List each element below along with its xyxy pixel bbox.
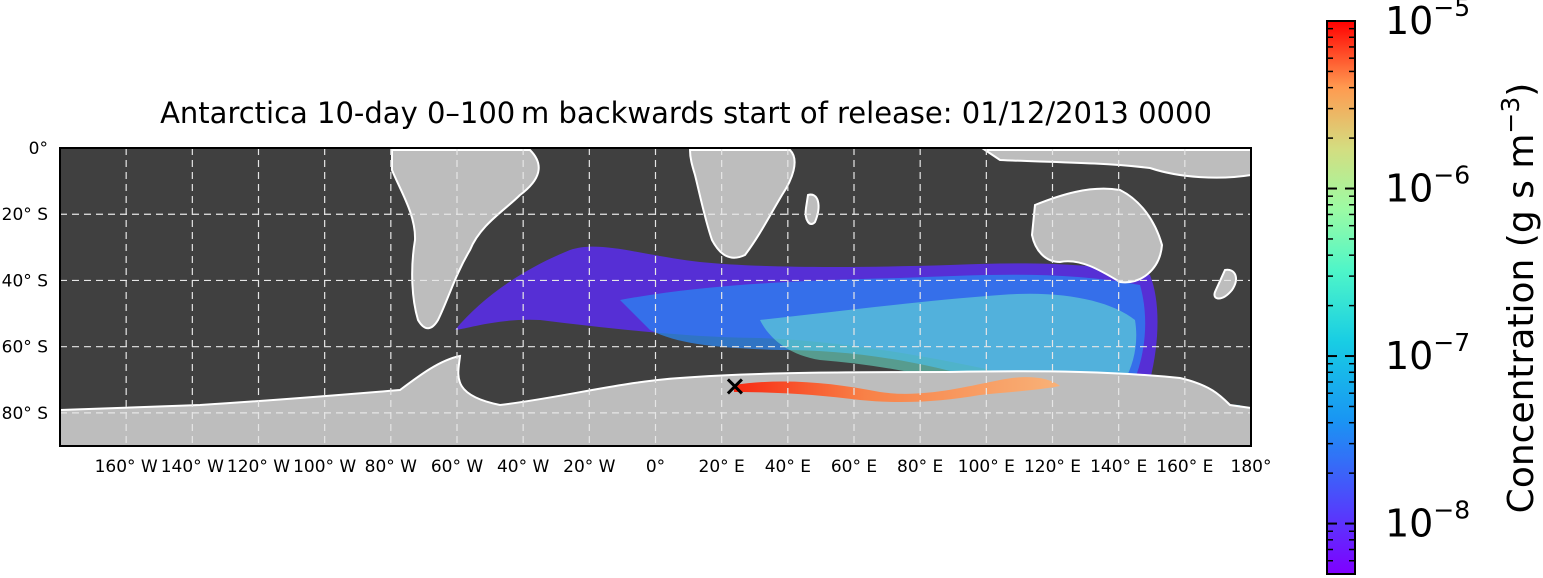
africa	[688, 149, 796, 259]
lon-label: 160° E	[1156, 457, 1213, 477]
asia-north	[981, 149, 1251, 179]
lon-label: 160° W	[95, 457, 158, 477]
lon-label: 120° W	[227, 457, 290, 477]
lon-label: 100° W	[293, 457, 356, 477]
lat-label: 0°	[29, 139, 48, 159]
lon-label: 80° E	[897, 457, 943, 477]
colorbar-ticks: 10−5 10−6 10−7 10−8	[1327, 0, 1470, 546]
release-point-marker	[726, 378, 743, 395]
colorbar-minor-ticks	[1327, 27, 1355, 575]
colorbar-gradient	[1326, 20, 1356, 575]
colorbar: 10−5 10−6 10−7 10−8 Concentration (g s m−3)	[1326, 0, 1542, 575]
lon-label: 40° W	[497, 457, 550, 477]
colorbar-label: Concentration (g s m−3)	[1496, 83, 1542, 514]
lon-label: 140° E	[1090, 457, 1147, 477]
lat-label: 40° S	[2, 271, 48, 291]
lon-label: 20° W	[563, 457, 616, 477]
lon-label: 60° E	[831, 457, 877, 477]
australia	[1030, 187, 1164, 284]
lon-label: 20° E	[699, 457, 745, 477]
lat-label: 20° S	[2, 205, 48, 225]
lon-label: 100° E	[958, 457, 1015, 477]
lon-label: 40° E	[765, 457, 811, 477]
lon-label: 0°	[646, 457, 665, 477]
latitude-labels: 0° 20° S 40° S 60° S 80° S	[2, 139, 48, 424]
longitude-labels: 160° W 140° W 120° W 100° W 80° W 60° W 40° W 2…	[95, 457, 1272, 477]
colorbar-tick-label: 10−8	[1385, 496, 1470, 546]
graticule	[60, 148, 1251, 446]
madagascar	[804, 193, 820, 226]
south-america	[391, 149, 540, 330]
new-zealand	[1213, 268, 1237, 300]
lon-label: 140° W	[161, 457, 224, 477]
colorbar-tick-label: 10−7	[1385, 328, 1470, 378]
map-frame	[59, 147, 1252, 447]
lon-label: 60° W	[431, 457, 484, 477]
map-area	[60, 148, 1251, 446]
lat-label: 60° S	[2, 338, 48, 358]
colorbar-tick-label: 10−6	[1385, 161, 1470, 211]
lat-label: 80° S	[2, 404, 48, 424]
concentration-plume	[734, 377, 1060, 403]
map-title: Antarctica 10-day 0–100 m backwards star…	[160, 96, 1212, 130]
marker-stroke	[726, 378, 743, 395]
lon-label: 80° W	[365, 457, 418, 477]
colorbar-tick-label: 10−5	[1385, 0, 1470, 43]
lon-label: 120° E	[1024, 457, 1081, 477]
lon-label: 180°	[1231, 457, 1272, 477]
